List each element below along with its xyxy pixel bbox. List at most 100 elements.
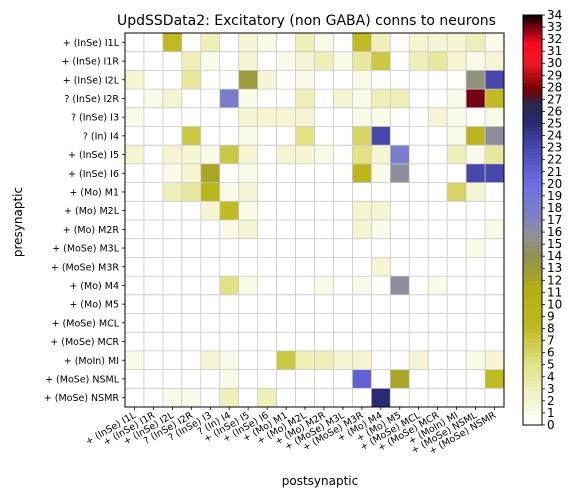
colorbar-segment [523,93,542,98]
heatmap-cell [352,332,372,352]
heatmap-cell [333,163,353,183]
heatmap-cell [219,350,239,370]
heatmap-cell [143,201,164,221]
heatmap-cell [219,33,239,52]
colorbar-segment [523,192,542,197]
heatmap-cell [314,388,334,408]
colorbar-segment [523,35,542,40]
heatmap-cell [257,201,277,221]
colorbar-segment [523,233,542,238]
y-tick-labels: + (InSe) I1L + (InSe) I1R + (InSe) I2L ? (I… [44,38,125,404]
colorbar-tick-label: 29 [547,68,562,82]
heatmap-cell [371,257,391,277]
heatmap-cell [314,294,334,314]
heatmap-cell [428,126,448,146]
heatmap-cell [257,350,277,370]
heatmap-cell [333,70,353,90]
heatmap-cell [257,294,277,314]
colorbar-segment [523,414,542,419]
heatmap-cell [162,201,183,221]
colorbar-segment [523,247,542,252]
heatmap-cell [485,201,505,221]
heatmap-cell [181,70,201,90]
heatmap-cell [257,163,277,183]
heatmap-cell [409,107,429,127]
heatmap-cell [162,163,183,183]
heatmap-cell [276,350,296,370]
colorbar-tick-label: 32 [547,32,562,46]
heatmap-cell [162,33,183,52]
colorbar-segment [523,243,542,248]
colorbar-segment [523,189,542,194]
heatmap-cell [125,294,145,314]
heatmap-cell [295,276,315,295]
heatmap-cell [485,238,505,258]
heatmap-cell [371,201,391,221]
heatmap-cell [125,313,145,333]
heatmap-cell [257,33,277,52]
heatmap-cell [295,257,315,277]
colorbar-segment [523,134,542,139]
colorbar-segment [523,209,542,214]
heatmap-cell [276,145,296,165]
colorbar-tick-label: 6 [547,346,555,360]
colorbar-segment [523,274,542,279]
heatmap-cell [200,369,220,389]
heatmap-cell [125,388,145,408]
colorbar-segment [523,332,542,337]
heatmap-cell [409,276,429,295]
heatmap-cell [238,163,258,183]
heatmap-cell [428,369,448,389]
heatmap-cell [200,51,220,71]
colorbar-tick-label: 17 [547,213,562,227]
heatmap-cell [181,126,201,146]
heatmap-cell [466,257,486,277]
colorbar-segment [523,278,542,282]
heatmap-cell [371,51,391,71]
heatmap-cell [466,51,486,71]
heatmap-cell [466,238,486,258]
heatmap-cell [257,182,277,202]
heatmap-cell [219,313,239,333]
heatmap-cell [219,257,239,277]
heatmap-cell [333,201,353,221]
heatmap-cell [219,276,239,295]
heatmap-cell [485,70,505,90]
heatmap-cell [333,220,353,239]
colorbar-segment [523,264,542,269]
colorbar-tick-label: 10 [547,297,562,311]
colorbar-tick-label: 33 [547,20,562,34]
heatmap-cell [295,350,315,370]
heatmap-cell [390,33,410,52]
colorbar-segment [523,62,542,67]
heatmap-cell [162,294,183,314]
heatmap-cell [143,107,164,127]
heatmap-cell [143,70,164,90]
heatmap-cell [219,332,239,352]
heatmap-cell [295,145,315,165]
heatmap-cell [181,163,201,183]
heatmap-cell [200,201,220,221]
heatmap-cell [428,220,448,239]
colorbar-segment [523,322,542,327]
heatmap-cell [219,220,239,239]
heatmap-cell [447,107,467,127]
colorbar-tick-label: 11 [547,285,562,299]
colorbar-segment [523,32,542,36]
colorbar-segment [523,124,542,129]
heatmap-cell [466,350,486,370]
heatmap-cell [428,276,448,295]
heatmap-cell [295,89,315,108]
heatmap-cell [162,182,183,202]
heatmap-cell [162,51,183,71]
colorbar-segment [523,179,542,183]
heatmap-cell [162,126,183,146]
heatmap-cell [125,33,145,52]
heatmap-cell [125,182,145,202]
heatmap-cell [314,126,334,146]
heatmap-cell [143,276,164,295]
heatmap-cell [390,220,410,239]
heatmap-cell [428,145,448,165]
heatmap-cell [314,220,334,239]
